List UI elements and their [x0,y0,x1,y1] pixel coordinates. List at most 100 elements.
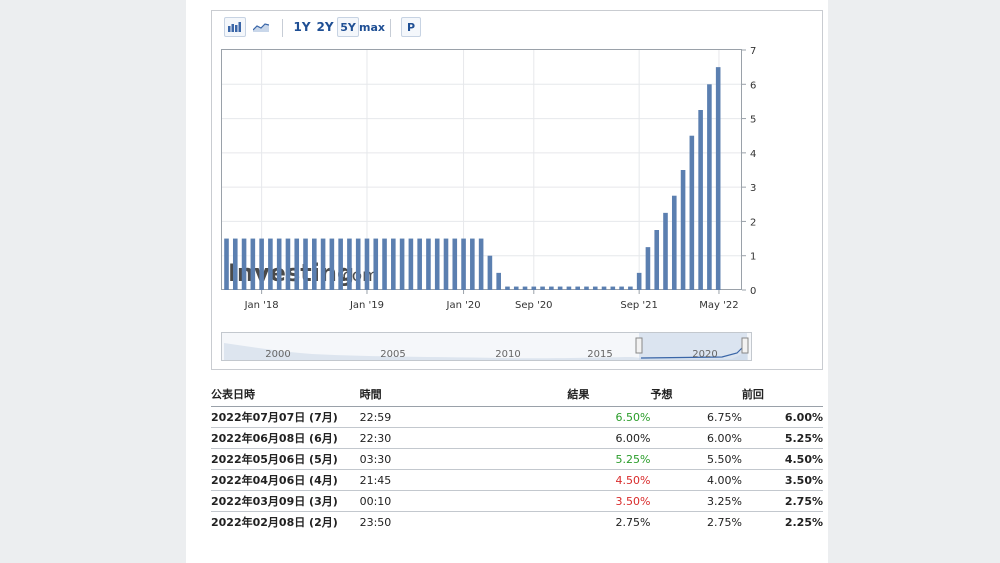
bar[interactable] [619,286,624,290]
bar[interactable] [382,238,387,290]
bar[interactable] [654,230,660,290]
header-forecast[interactable]: 予想 [650,382,742,407]
y-tick-label: 1 [750,252,756,263]
bar[interactable] [470,238,475,290]
bar[interactable] [671,195,677,290]
header-previous[interactable]: 前回 [741,382,823,407]
bar[interactable] [276,238,282,290]
navigator-area [224,343,748,360]
period-5y-button[interactable]: 5Y [337,17,359,37]
actual-cell: 4.50% [567,469,651,491]
period-max-button[interactable]: max [359,20,385,34]
bar[interactable] [531,286,537,290]
toolbar-divider [390,19,391,37]
bar[interactable] [232,238,238,290]
bar[interactable] [566,286,572,290]
area-chart-icon[interactable] [250,17,272,37]
bar[interactable] [399,238,405,290]
previous-cell: 2.75% [741,490,823,512]
bar[interactable] [338,238,343,290]
forecast-cell: 6.75% [650,406,742,428]
bar[interactable] [698,110,703,290]
bar[interactable] [636,272,642,290]
bar[interactable] [391,238,396,290]
bar[interactable] [557,286,563,290]
table-row: 2022年03月09日 (3月) 00:10 3.50% 3.25% 2.75% [211,490,823,512]
bar-chart-icon[interactable] [224,17,246,37]
bar[interactable] [584,286,589,290]
bar[interactable] [434,238,440,290]
bar[interactable] [628,286,633,290]
bar[interactable] [417,238,422,290]
bar[interactable] [347,238,352,290]
bar[interactable] [241,238,247,290]
bar[interactable] [320,238,326,290]
navigator-left-handle[interactable] [635,337,643,354]
forecast-cell: 3.25% [650,490,742,512]
navigator-year-label: 2000 [265,349,290,360]
period-2y-button[interactable]: 2Y [316,20,334,34]
table-row: 2022年02月08日 (2月) 23:50 2.75% 2.75% 2.25% [211,512,823,533]
bar[interactable] [426,238,431,290]
release-date-cell: 2022年07月07日 (7月) [211,406,360,428]
bar[interactable] [294,238,300,290]
period-1y-button[interactable]: 1Y [293,20,311,34]
bar[interactable] [303,238,308,290]
x-tick-label: Jan '20 [446,300,481,311]
bar[interactable] [408,238,414,290]
navigator-right-handle[interactable] [741,337,749,354]
header-release-date[interactable]: 公表日時 [211,382,360,407]
bar[interactable] [329,238,335,290]
bar[interactable] [487,255,493,290]
bar[interactable] [592,286,598,290]
bar[interactable] [268,238,273,290]
bar[interactable] [312,238,317,290]
bar[interactable] [285,238,291,290]
actual-cell: 6.00% [567,427,651,449]
p-button[interactable]: P [401,17,421,37]
bar[interactable] [601,286,607,290]
bar[interactable] [355,238,361,290]
actual-cell: 5.25% [567,448,651,470]
bar[interactable] [610,286,616,290]
bar[interactable] [364,238,370,290]
bar[interactable] [513,286,519,290]
bar[interactable] [715,67,721,290]
bar[interactable] [443,238,449,290]
previous-cell: 3.50% [741,469,823,491]
bar[interactable] [645,247,651,290]
time-cell: 22:59 [359,406,568,428]
table-row: 2022年04月06日 (4月) 21:45 4.50% 4.00% 3.50% [211,469,823,491]
bar[interactable] [680,170,686,290]
header-actual[interactable]: 結果 [567,382,651,407]
bar[interactable] [259,238,264,290]
chart-navigator[interactable]: 2000 2005 2010 2015 2020 [221,332,752,361]
bar[interactable] [452,238,458,290]
table-row: 2022年07月07日 (7月) 22:59 6.50% 6.75% 6.00% [211,406,823,428]
header-time[interactable]: 時間 [359,382,568,407]
bar[interactable] [707,84,712,290]
bar[interactable] [250,238,256,290]
bar[interactable] [373,238,379,290]
release-date-cell: 2022年05月06日 (5月) [211,448,360,470]
y-tick-label: 5 [750,115,756,126]
bar[interactable] [575,286,580,290]
forecast-cell: 2.75% [706,515,742,529]
bar[interactable] [505,286,510,290]
bar[interactable] [549,286,554,290]
investing-watermark: Investing .com [222,253,382,289]
bar[interactable] [478,238,484,290]
release-date-cell: 2022年04月06日 (4月) [211,469,360,491]
bar[interactable] [663,212,668,290]
release-date-cell: 2022年03月09日 (3月) [211,490,360,512]
table-row: 2022年05月06日 (5月) 03:30 5.25% 5.50% 4.50% [211,448,823,470]
bar[interactable] [496,272,501,290]
table-row: 2022年06月08日 (6月) 22:30 6.00% 6.00% 5.25% [211,427,823,449]
bar[interactable] [461,238,466,290]
bar[interactable] [522,286,528,290]
bar[interactable] [540,286,545,290]
actual-cell: 6.50% [567,406,651,428]
bar[interactable] [224,238,229,290]
toolbar-divider [282,19,283,37]
bar[interactable] [689,135,695,290]
